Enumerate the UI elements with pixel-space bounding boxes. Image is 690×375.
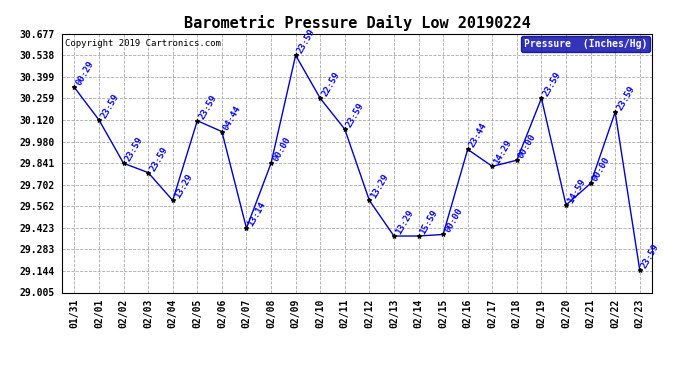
Point — [143, 170, 154, 176]
Point — [315, 95, 326, 101]
Text: 23:59: 23:59 — [345, 102, 366, 129]
Text: 14:59: 14:59 — [566, 177, 587, 205]
Point — [610, 109, 621, 115]
Text: 23:59: 23:59 — [615, 84, 636, 112]
Text: 13:29: 13:29 — [172, 172, 194, 200]
Text: 23:59: 23:59 — [197, 93, 219, 121]
Point — [536, 95, 547, 101]
Text: 13:14: 13:14 — [246, 201, 268, 228]
Text: 23:59: 23:59 — [640, 242, 661, 270]
Text: 23:59: 23:59 — [295, 27, 317, 55]
Text: Copyright 2019 Cartronics.com: Copyright 2019 Cartronics.com — [65, 39, 221, 48]
Text: 13:29: 13:29 — [369, 172, 391, 200]
Text: 23:59: 23:59 — [148, 145, 169, 172]
Point — [118, 160, 129, 166]
Point — [241, 225, 252, 231]
Text: 00:00: 00:00 — [443, 207, 464, 234]
Text: 00:29: 00:29 — [75, 60, 96, 87]
Point — [585, 180, 596, 186]
Text: 00:00: 00:00 — [271, 135, 293, 163]
Text: 14:29: 14:29 — [492, 139, 513, 166]
Text: 00:00: 00:00 — [591, 156, 612, 183]
Text: 04:44: 04:44 — [222, 104, 243, 132]
Point — [93, 117, 104, 123]
Text: 23:44: 23:44 — [468, 122, 489, 149]
Text: 15:59: 15:59 — [419, 208, 440, 236]
Point — [167, 197, 178, 203]
Text: 23:59: 23:59 — [124, 135, 145, 163]
Text: 23:59: 23:59 — [99, 92, 120, 120]
Point — [388, 233, 400, 239]
Point — [413, 233, 424, 239]
Text: 22:59: 22:59 — [320, 70, 342, 98]
Title: Barometric Pressure Daily Low 20190224: Barometric Pressure Daily Low 20190224 — [184, 15, 531, 31]
Point — [437, 231, 448, 237]
Point — [511, 157, 522, 163]
Point — [339, 126, 351, 132]
Point — [462, 146, 473, 152]
Point — [192, 118, 203, 124]
Text: 00:00: 00:00 — [517, 132, 538, 160]
Point — [266, 160, 277, 166]
Point — [69, 84, 80, 90]
Point — [486, 164, 497, 170]
Point — [290, 52, 301, 58]
Text: 13:29: 13:29 — [394, 208, 415, 236]
Point — [217, 129, 228, 135]
Point — [364, 197, 375, 203]
Point — [560, 202, 571, 208]
Legend: Pressure  (Inches/Hg): Pressure (Inches/Hg) — [521, 36, 650, 51]
Point — [634, 267, 645, 273]
Text: 23:59: 23:59 — [542, 70, 562, 98]
